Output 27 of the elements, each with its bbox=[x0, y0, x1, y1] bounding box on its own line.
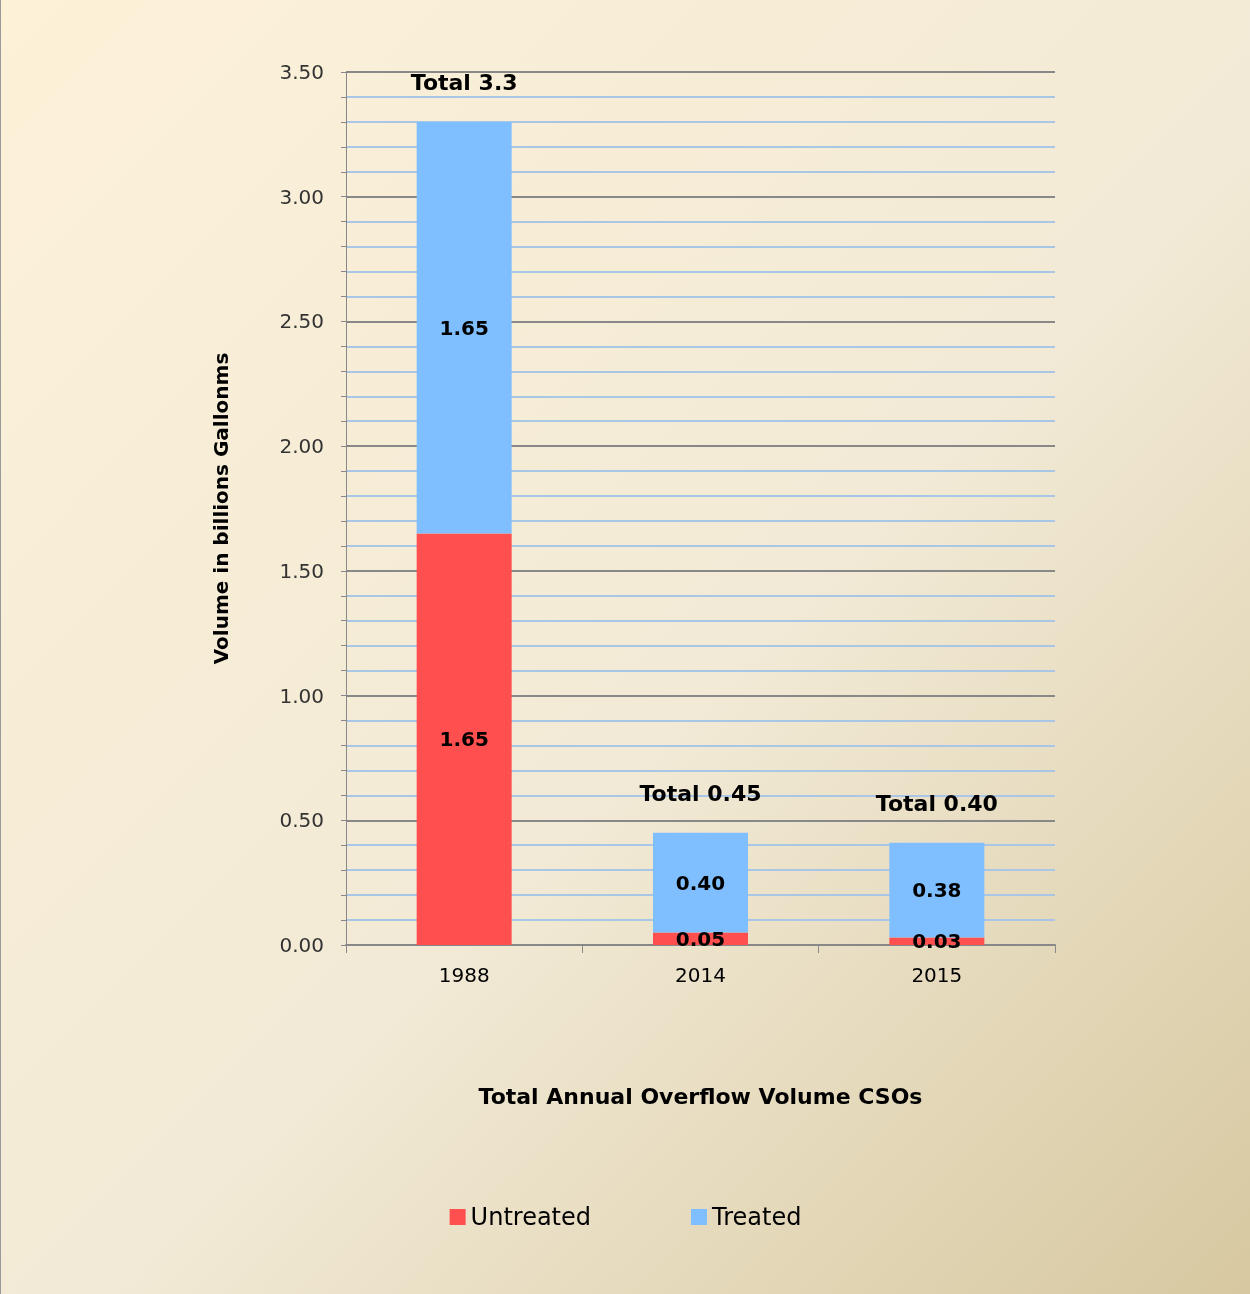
y-tick-label: 3.00 bbox=[279, 184, 324, 209]
data-label: 0.03 bbox=[912, 929, 962, 954]
bar bbox=[416, 121, 512, 534]
y-axis-title: Volume in billions Gallonms bbox=[209, 352, 233, 665]
total-label: Total 3.3 bbox=[410, 70, 518, 96]
y-tick-label: 2.00 bbox=[279, 434, 324, 459]
bar bbox=[653, 832, 748, 933]
data-label: 0.38 bbox=[912, 878, 962, 903]
x-axis-title: Total Annual Overflow Volume CSOs bbox=[478, 1083, 923, 1109]
data-label: 0.05 bbox=[675, 926, 726, 951]
total-label: Total 0.45 bbox=[639, 781, 762, 807]
data-label: 1.65 bbox=[439, 727, 489, 752]
y-tick-label: 0.50 bbox=[279, 808, 324, 833]
y-tick-label: 0.00 bbox=[279, 933, 324, 957]
x-tick-label: 1988 bbox=[438, 963, 490, 987]
x-tick-label: 2015 bbox=[911, 963, 963, 987]
bar bbox=[416, 533, 512, 945]
total-label: Total 0.40 bbox=[875, 791, 998, 817]
legend-label: Untreated bbox=[470, 1203, 592, 1231]
data-label: 1.65 bbox=[439, 315, 489, 340]
y-tick-label: 2.50 bbox=[279, 309, 324, 334]
y-tick-label: 1.50 bbox=[279, 558, 324, 583]
data-label: 0.40 bbox=[675, 870, 726, 895]
y-tick-label: 1.00 bbox=[279, 683, 324, 708]
legend-label: Treated bbox=[711, 1203, 802, 1231]
y-tick-label: 3.50 bbox=[279, 60, 324, 84]
x-tick-label: 2014 bbox=[675, 963, 726, 987]
